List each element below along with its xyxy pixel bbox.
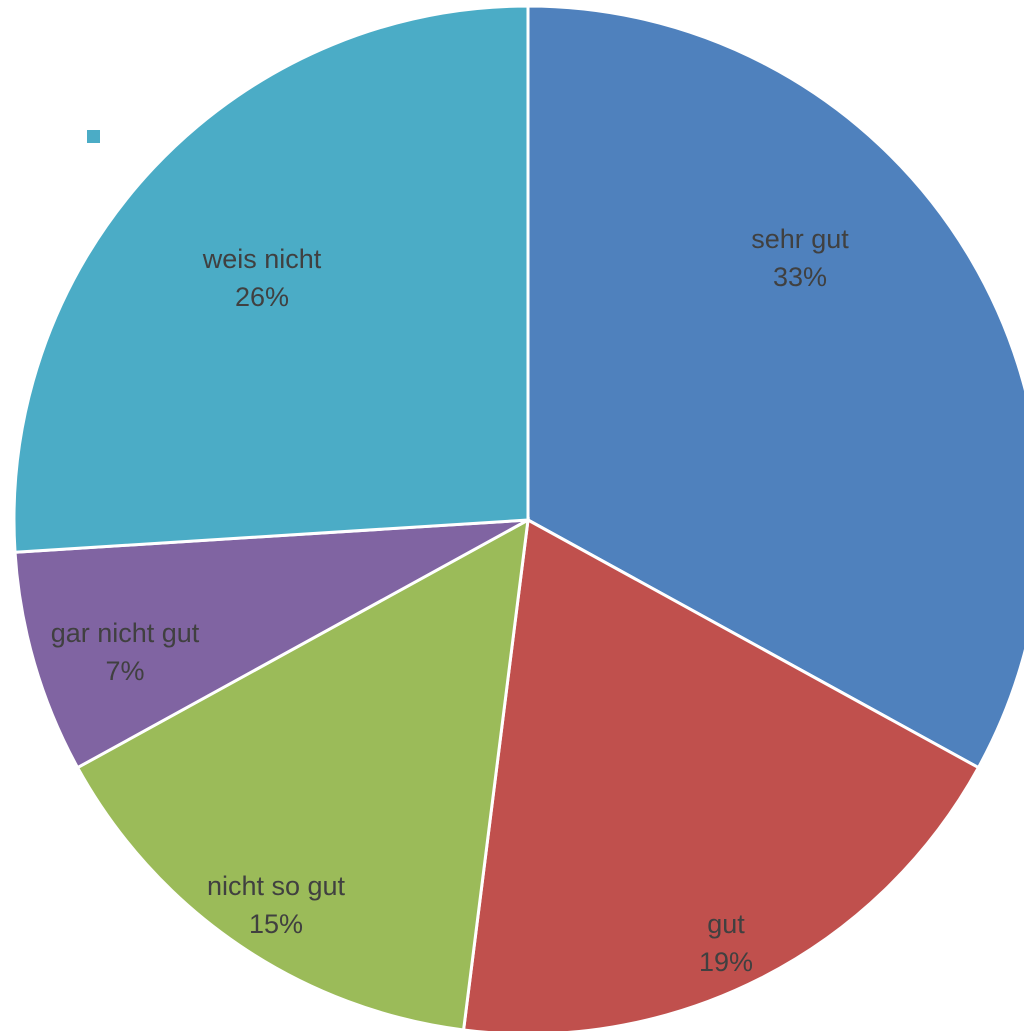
slice-label: gut xyxy=(707,909,745,939)
slice-label: nicht so gut xyxy=(207,871,346,901)
slice-percent-label: 33% xyxy=(773,262,827,292)
slice-label: gar nicht gut xyxy=(51,618,200,648)
pie-labels: sehr gut 33% gut 19% nicht so gut 15% gar nich… xyxy=(51,224,850,977)
slice-label: sehr gut xyxy=(751,224,849,254)
pie-slices xyxy=(12,4,1024,1031)
pie-slice-gut xyxy=(461,517,981,1031)
pie-slice-sehr-gut xyxy=(526,4,1024,770)
slice-percent-label: 7% xyxy=(105,656,144,686)
legend-marker xyxy=(87,130,100,143)
slice-percent-label: 15% xyxy=(249,909,303,939)
pie-slice-weis-nicht xyxy=(12,4,530,554)
slice-label: weis nicht xyxy=(202,244,322,274)
slice-percent-label: 19% xyxy=(699,947,753,977)
pie-slice-nicht-so-gut xyxy=(75,517,530,1031)
slice-percent-label: 26% xyxy=(235,282,289,312)
pie-slice-gar-nicht-gut xyxy=(13,518,529,770)
